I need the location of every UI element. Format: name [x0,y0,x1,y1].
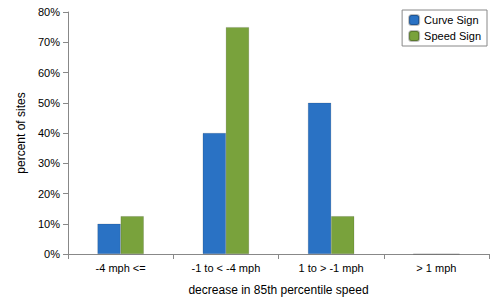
svg-text:40%: 40% [38,127,60,139]
svg-text:> 1 mph: > 1 mph [416,262,456,274]
svg-text:0%: 0% [44,248,60,260]
svg-text:20%: 20% [38,188,60,200]
svg-text:decrease in 85th percentile sp: decrease in 85th percentile speed [188,283,368,297]
svg-text:70%: 70% [38,36,60,48]
svg-text:-1 to < -4 mph: -1 to < -4 mph [191,262,260,274]
svg-text:1 to > -1 mph: 1 to > -1 mph [299,262,364,274]
svg-text:50%: 50% [38,97,60,109]
svg-text:60%: 60% [38,67,60,79]
svg-text:percent of sites: percent of sites [14,92,28,173]
svg-text:10%: 10% [38,218,60,230]
svg-text:30%: 30% [38,157,60,169]
svg-text:-4 mph <=: -4 mph <= [96,262,146,274]
svg-text:Curve Sign: Curve Sign [424,14,478,26]
svg-text:80%: 80% [38,6,60,18]
svg-text:Speed Sign: Speed Sign [424,30,481,42]
